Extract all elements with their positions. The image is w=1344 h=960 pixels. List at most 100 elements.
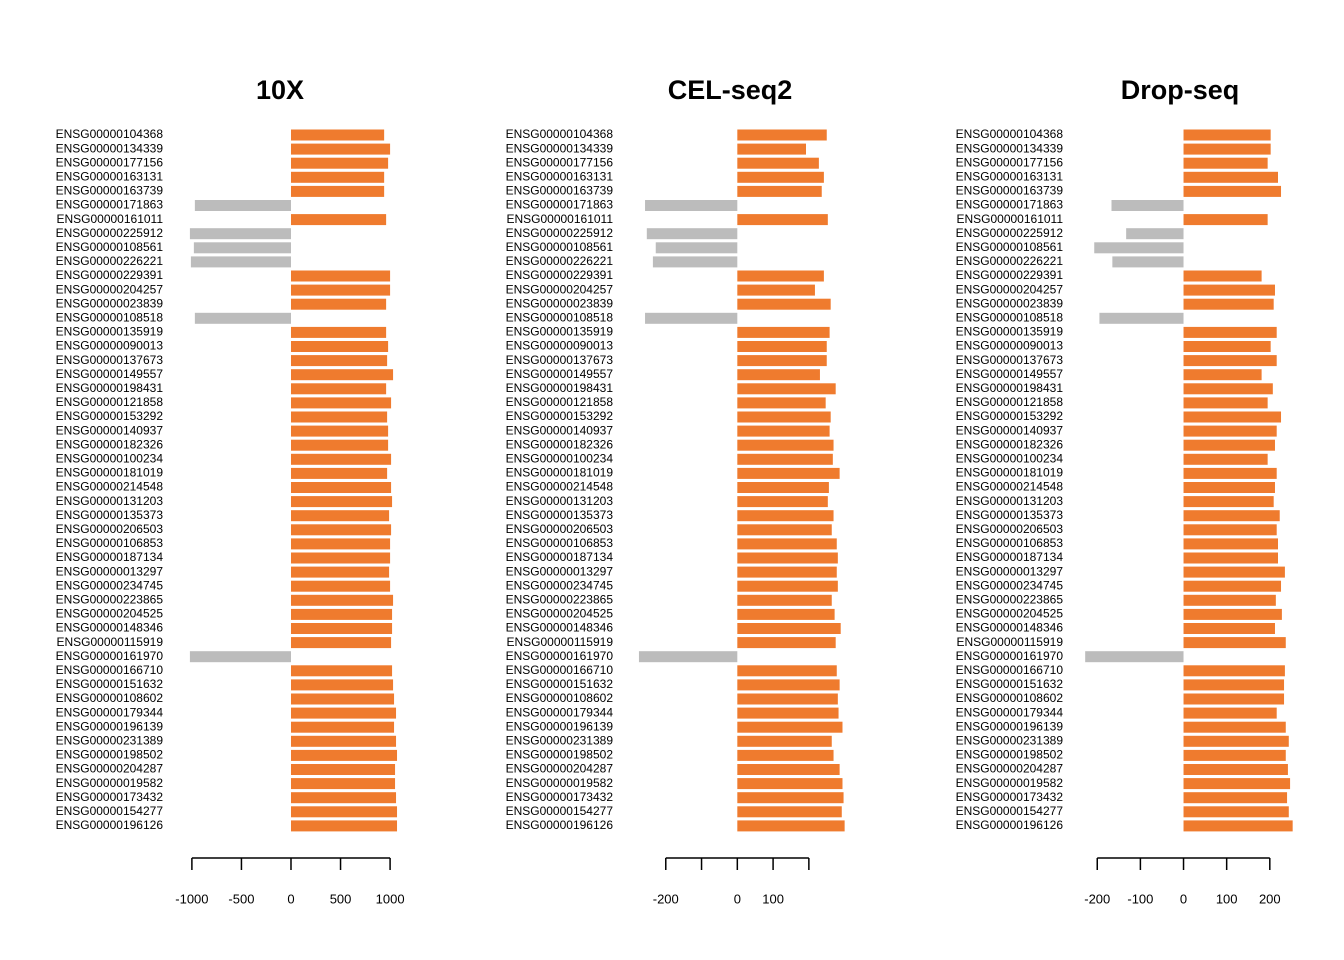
bar	[1183, 820, 1293, 832]
bar	[1085, 651, 1184, 663]
bar	[645, 200, 738, 211]
bar	[290, 820, 398, 832]
bar	[290, 594, 394, 606]
bar	[1183, 171, 1278, 183]
category-label: ENSG00000171863	[506, 198, 614, 212]
category-label: ENSG00000182326	[506, 437, 614, 451]
category-label: ENSG00000135919	[56, 325, 164, 339]
bar	[1183, 510, 1280, 522]
bar	[290, 693, 395, 705]
category-label: ENSG00000206503	[506, 522, 614, 536]
category-label: ENSG00000104368	[56, 127, 164, 141]
category-label: ENSG00000131203	[506, 494, 614, 508]
bar	[737, 721, 843, 733]
panel-title: Drop-seq	[1121, 75, 1240, 105]
category-label: ENSG00000121858	[956, 395, 1064, 409]
bar	[290, 552, 391, 564]
category-label: ENSG00000226221	[506, 254, 614, 268]
bar	[737, 764, 840, 775]
bar	[1183, 735, 1289, 747]
category-label: ENSG00000108602	[56, 691, 164, 705]
category-label: ENSG00000223865	[506, 592, 614, 606]
bar	[737, 749, 834, 761]
bar	[189, 651, 291, 663]
bar	[290, 679, 394, 691]
bar	[1183, 524, 1277, 536]
bar	[645, 312, 738, 324]
bar	[1111, 200, 1184, 211]
category-label: ENSG00000161970	[56, 649, 164, 663]
bar	[737, 735, 832, 747]
bar	[737, 453, 833, 465]
bar	[1099, 312, 1184, 324]
category-label: ENSG00000214548	[56, 480, 164, 494]
category-label: ENSG00000149557	[506, 367, 614, 381]
category-label: ENSG00000108602	[956, 691, 1064, 705]
bar	[1183, 411, 1282, 423]
category-label: ENSG00000204257	[506, 282, 614, 296]
bar	[1183, 270, 1262, 282]
category-label: ENSG00000198431	[506, 381, 614, 395]
bar	[1183, 467, 1277, 479]
bar	[290, 538, 391, 550]
bar	[194, 312, 291, 324]
bar	[1126, 228, 1184, 240]
category-label: ENSG00000013297	[506, 564, 614, 578]
category-label: ENSG00000198431	[956, 381, 1064, 395]
category-label: ENSG00000234745	[56, 578, 164, 592]
bar	[1183, 721, 1286, 733]
category-label: ENSG00000153292	[56, 409, 164, 423]
category-label: ENSG00000225912	[956, 226, 1064, 240]
category-label: ENSG00000090013	[956, 339, 1064, 353]
category-label: ENSG00000187134	[956, 550, 1064, 564]
panel-title: 10X	[256, 75, 304, 105]
bar	[1183, 538, 1278, 550]
bar	[737, 298, 831, 310]
x-tick-label: 100	[1216, 891, 1238, 906]
bar	[737, 157, 819, 169]
category-label: ENSG00000134339	[956, 141, 1064, 155]
category-label: ENSG00000149557	[956, 367, 1064, 381]
category-label: ENSG00000226221	[956, 254, 1064, 268]
bar	[737, 623, 841, 634]
bar	[737, 496, 828, 508]
bar	[1183, 792, 1288, 804]
bar	[1183, 284, 1275, 296]
category-label: ENSG00000231389	[956, 733, 1064, 747]
category-label: ENSG00000148346	[56, 621, 164, 635]
bar	[193, 242, 291, 254]
bar	[1183, 369, 1262, 381]
category-label: ENSG00000204257	[956, 282, 1064, 296]
category-label: ENSG00000121858	[56, 395, 164, 409]
category-label: ENSG00000163131	[956, 169, 1064, 183]
bar	[737, 129, 827, 141]
category-label: ENSG00000023839	[506, 296, 614, 310]
bar	[737, 284, 815, 296]
bar	[189, 228, 291, 240]
category-label: ENSG00000187134	[506, 550, 614, 564]
category-label: ENSG00000115919	[506, 635, 613, 649]
bar	[290, 623, 393, 634]
category-label: ENSG00000234745	[956, 578, 1064, 592]
category-label: ENSG00000154277	[956, 804, 1064, 818]
category-label: ENSG00000151632	[56, 677, 164, 691]
category-label: ENSG00000100234	[56, 451, 164, 465]
bar	[1183, 707, 1277, 719]
x-tick-label: 200	[1259, 891, 1281, 906]
bar	[737, 270, 824, 282]
category-label: ENSG00000225912	[506, 226, 614, 240]
category-label: ENSG00000163131	[56, 169, 164, 183]
x-tick-label: 500	[330, 891, 352, 906]
panel-title: CEL-seq2	[668, 75, 793, 105]
category-label: ENSG00000223865	[956, 592, 1064, 606]
category-label: ENSG00000229391	[56, 268, 164, 282]
bar	[290, 510, 390, 522]
category-label: ENSG00000153292	[956, 409, 1064, 423]
category-label: ENSG00000196126	[56, 818, 164, 832]
bar	[1183, 496, 1274, 508]
bar	[737, 185, 822, 197]
category-label: ENSG00000229391	[956, 268, 1064, 282]
category-label: ENSG00000196139	[956, 719, 1064, 733]
category-label: ENSG00000161011	[506, 212, 613, 226]
category-label: ENSG00000137673	[506, 353, 614, 367]
